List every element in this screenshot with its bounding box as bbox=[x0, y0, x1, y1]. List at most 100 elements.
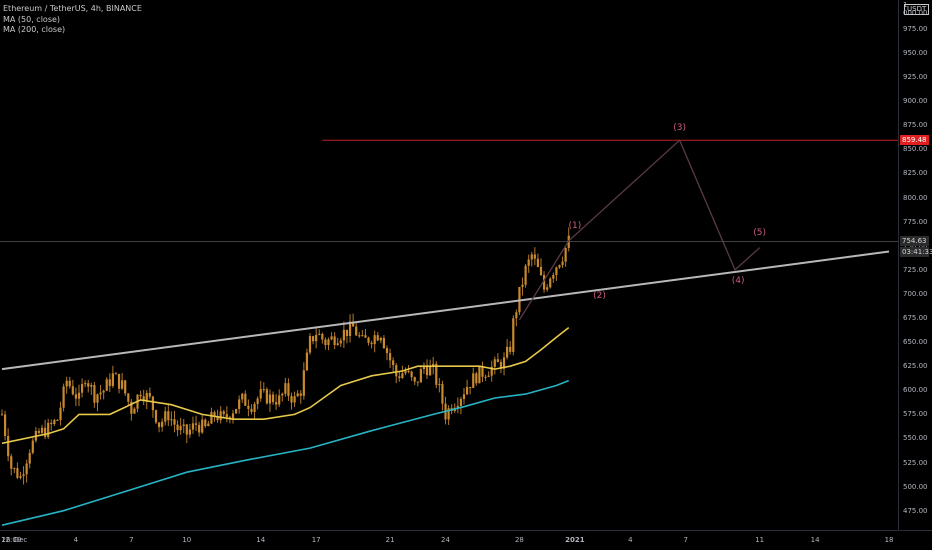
price-tick-label: 950.00 bbox=[903, 49, 928, 57]
candle-body bbox=[441, 384, 444, 404]
candle-body bbox=[549, 278, 552, 288]
wave-label: (1) bbox=[568, 221, 582, 232]
candle-body bbox=[3, 414, 7, 436]
legend-symbol[interactable]: Ethereum / TetherUS, 4h, BINANCE bbox=[3, 4, 142, 13]
candle-body bbox=[111, 373, 114, 386]
candle-body bbox=[164, 411, 167, 422]
candle-body bbox=[447, 408, 450, 420]
candle-body bbox=[392, 360, 395, 366]
candle-body bbox=[515, 312, 518, 319]
candle-body bbox=[62, 386, 65, 408]
candle-body bbox=[361, 335, 364, 337]
price-tick-label: 625.00 bbox=[903, 362, 928, 371]
price-tick-label: 500.00 bbox=[903, 482, 928, 491]
candle-body bbox=[419, 369, 422, 383]
candle-body bbox=[16, 468, 19, 478]
candle-body bbox=[31, 440, 34, 453]
candle-body bbox=[425, 366, 429, 376]
candle-body bbox=[275, 402, 278, 405]
candle-body bbox=[364, 335, 367, 338]
candle-body bbox=[10, 456, 13, 469]
candle-body bbox=[253, 403, 256, 412]
price-tick-label: 1 000.00 bbox=[903, 0, 928, 17]
candle-body bbox=[22, 474, 25, 477]
candle-body bbox=[502, 357, 506, 369]
price-tick-label: 575.00 bbox=[903, 410, 928, 419]
candle-body bbox=[564, 247, 567, 262]
elliott-wave-projection bbox=[518, 139, 761, 321]
candle-body bbox=[198, 424, 201, 433]
candle-body bbox=[533, 254, 536, 259]
candle-body bbox=[154, 410, 158, 423]
candle-body bbox=[74, 394, 78, 399]
wave-label: (2) bbox=[593, 290, 606, 301]
moving-averages-layer bbox=[1, 326, 570, 526]
candle-body bbox=[44, 427, 47, 437]
candle-body bbox=[37, 430, 41, 433]
candle-body bbox=[102, 390, 105, 393]
candle-body bbox=[302, 370, 305, 396]
candle-body bbox=[93, 385, 96, 403]
candle-body bbox=[256, 398, 259, 404]
candle-body bbox=[416, 381, 419, 383]
time-tick-label: 7 bbox=[683, 536, 688, 544]
legend-ma200[interactable]: MA (200, close) bbox=[3, 25, 66, 34]
candle-body bbox=[512, 318, 515, 352]
candle-body bbox=[68, 380, 71, 387]
candle-body bbox=[388, 353, 392, 361]
candle-body bbox=[487, 375, 490, 377]
candle-body bbox=[234, 408, 238, 414]
currency-unit-button[interactable]: USDT bbox=[904, 4, 930, 15]
current-price-tag: 754.63 bbox=[900, 236, 929, 247]
candle-body bbox=[478, 366, 481, 384]
candle-body bbox=[352, 321, 355, 327]
candle-body bbox=[481, 366, 484, 377]
candle-body bbox=[293, 396, 296, 403]
candle-body bbox=[139, 394, 142, 397]
price-tick-label: 550.00 bbox=[903, 434, 928, 443]
candle-body bbox=[542, 275, 546, 290]
ma200-line bbox=[1, 379, 569, 526]
candle-body bbox=[188, 429, 191, 435]
price-scale-divider bbox=[898, 0, 899, 530]
price-tick-label: 850.00 bbox=[903, 145, 928, 154]
time-tick-label: 21 bbox=[385, 536, 395, 544]
price-tick-label: 600.00 bbox=[903, 386, 928, 395]
candle-body bbox=[179, 425, 182, 431]
candle-body bbox=[348, 321, 352, 336]
candle-body bbox=[370, 342, 373, 345]
candle-body bbox=[404, 371, 407, 374]
price-tick-label: 975.00 bbox=[903, 24, 928, 33]
legend-ma50[interactable]: MA (50, close) bbox=[3, 14, 61, 24]
candle-body bbox=[496, 359, 499, 363]
time-tick-label: 2021 bbox=[565, 536, 585, 544]
candle-body bbox=[96, 394, 99, 403]
time-tick-label: 12:00 bbox=[1, 536, 22, 544]
candle-body bbox=[80, 384, 84, 393]
bar-countdown-tag: 03:41:33 bbox=[900, 247, 932, 258]
candle-body bbox=[124, 380, 127, 394]
candle-body bbox=[71, 386, 74, 395]
price-chart[interactable] bbox=[0, 0, 898, 530]
candle-body bbox=[311, 336, 315, 342]
candle-body bbox=[213, 412, 216, 417]
candle-body bbox=[552, 274, 555, 279]
candle-body bbox=[105, 379, 108, 391]
candle-body bbox=[459, 398, 463, 406]
candle-body bbox=[327, 339, 330, 346]
time-tick-label: 10 bbox=[182, 536, 192, 544]
candle-body bbox=[108, 379, 111, 386]
candle-body bbox=[395, 365, 398, 377]
candle-body bbox=[521, 284, 524, 287]
candle-body bbox=[170, 419, 173, 421]
candle-body bbox=[84, 383, 87, 385]
time-tick-label: 11 bbox=[755, 536, 765, 544]
time-tick-label: 24 bbox=[441, 536, 450, 544]
resistance-price-tag: 859.48 bbox=[900, 135, 929, 146]
candle-body bbox=[151, 396, 155, 411]
candle-body bbox=[271, 394, 275, 403]
candle-body bbox=[398, 376, 401, 378]
candle-body bbox=[321, 333, 324, 340]
candle-body bbox=[499, 362, 503, 369]
candle-body bbox=[167, 411, 170, 421]
